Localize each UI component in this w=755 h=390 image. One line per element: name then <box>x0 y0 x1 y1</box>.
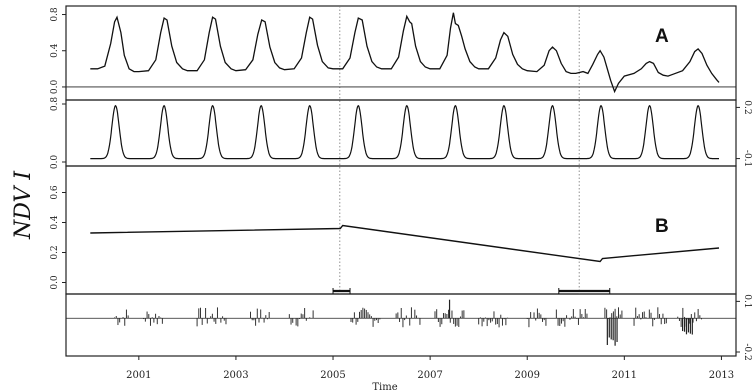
x-tick-label: 2009 <box>515 370 540 381</box>
panel-letter-b: B <box>655 216 669 237</box>
trend-component-line <box>90 224 720 263</box>
observed-ndvi-line <box>90 12 720 94</box>
data-layer <box>66 12 736 346</box>
panel-frame-4 <box>65 293 737 357</box>
y-tick-label: 0.8 <box>50 97 60 112</box>
y-tick-label: 0.6 <box>50 185 60 200</box>
y-tick-label: 0.2 <box>50 245 60 259</box>
y-tick-label: 0.4 <box>50 43 60 58</box>
y-tick-label: -0.2 <box>742 343 752 360</box>
y-axis-label: NDV I <box>11 170 36 240</box>
y-tick-label: 0.8 <box>50 7 60 22</box>
y-tick-label: 0.0 <box>50 155 60 170</box>
remainder-bars <box>114 299 703 346</box>
y-tick-label: 0.4 <box>50 215 60 230</box>
y-tick-label: 0.0 <box>50 275 60 290</box>
y-tick-label: 0.0 <box>50 80 60 95</box>
panels-layer <box>65 5 737 357</box>
x-tick-label: 2003 <box>223 370 248 381</box>
x-tick-label: 2007 <box>417 370 442 381</box>
ticks-layer: 0.0 0.4 0.8 0.2 -0.1 0.0 0.8 0.0 0.2 0.4 0.6 0.1 -0.… <box>50 7 752 381</box>
x-axis-label: Time <box>372 382 397 390</box>
seasonal-component-line <box>90 104 719 160</box>
y-tick-label: -0.1 <box>742 150 752 167</box>
x-tick-label: 2005 <box>320 370 345 381</box>
y-tick-label: 0.2 <box>742 100 752 114</box>
x-tick-label: 2013 <box>709 370 734 381</box>
y-tick-label: 0.1 <box>742 294 752 308</box>
x-tick-label: 2011 <box>612 370 637 381</box>
x-tick-label: 2001 <box>126 370 151 381</box>
panel-letter-a: A <box>655 26 669 47</box>
